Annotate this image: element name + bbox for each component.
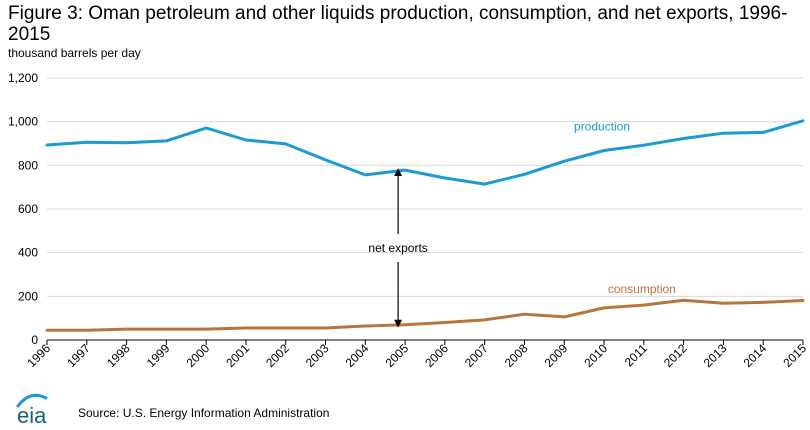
annotations: net exports bbox=[368, 168, 428, 328]
x-tick-label: 2000 bbox=[183, 341, 212, 370]
series-label-consumption: consumption bbox=[608, 282, 676, 296]
x-tick-label: 2003 bbox=[303, 341, 332, 370]
x-tick-label: 1997 bbox=[64, 341, 93, 370]
y-tick-label: 1,200 bbox=[8, 71, 38, 85]
x-tick-label: 1999 bbox=[144, 341, 173, 370]
x-tick-label: 2004 bbox=[343, 341, 372, 370]
y-tick-label: 0 bbox=[31, 333, 38, 347]
y-axis-units: thousand barrels per day bbox=[8, 46, 141, 60]
y-axis-ticks: 0 200 400 600 800 1,000 1,200 bbox=[8, 71, 38, 347]
source-note: Source: U.S. Energy Information Administ… bbox=[78, 406, 330, 420]
x-tick-label: 2010 bbox=[581, 341, 610, 370]
x-axis: 1996 1997 1998 1999 2000 2001 2002 2003 2004 2005… bbox=[24, 339, 809, 370]
net-exports-label: net exports bbox=[368, 241, 427, 255]
x-tick-label: 2006 bbox=[422, 341, 451, 370]
series-line-production bbox=[45, 119, 805, 186]
y-tick-label: 600 bbox=[18, 202, 38, 216]
line-chart: 0 200 400 600 800 1,000 1,200 1996 1997 1998 1999… bbox=[8, 71, 809, 370]
x-tick-label: 2012 bbox=[661, 341, 690, 370]
series-lines: production consumption bbox=[45, 119, 805, 332]
y-tick-label: 200 bbox=[18, 289, 38, 303]
y-tick-label: 800 bbox=[18, 158, 38, 172]
x-tick-label: 2015 bbox=[780, 341, 809, 370]
series-label-production: production bbox=[574, 119, 630, 133]
x-tick-label: 2007 bbox=[462, 341, 491, 370]
x-tick-label: 2005 bbox=[382, 341, 411, 370]
x-tick-label: 2002 bbox=[263, 341, 292, 370]
x-tick-label: 2013 bbox=[701, 341, 730, 370]
x-tick-label: 2014 bbox=[741, 341, 770, 370]
x-tick-label: 2001 bbox=[223, 341, 252, 370]
gridlines bbox=[47, 77, 803, 297]
x-tick-label: 2011 bbox=[622, 341, 650, 369]
eia-logo-icon: eia bbox=[16, 393, 48, 428]
x-tick-label: 1996 bbox=[24, 341, 53, 370]
x-tick-label: 2009 bbox=[542, 341, 571, 370]
logo-text: eia bbox=[17, 403, 47, 428]
chart-title: Figure 3: Oman petroleum and other liqui… bbox=[8, 3, 788, 45]
y-tick-label: 1,000 bbox=[8, 115, 38, 129]
y-tick-label: 400 bbox=[18, 246, 38, 260]
x-tick-label: 1998 bbox=[104, 341, 133, 370]
x-tick-label: 2008 bbox=[502, 341, 531, 370]
series-line-consumption bbox=[45, 298, 805, 332]
footer: eia Source: U.S. Energy Information Admi… bbox=[0, 392, 810, 430]
